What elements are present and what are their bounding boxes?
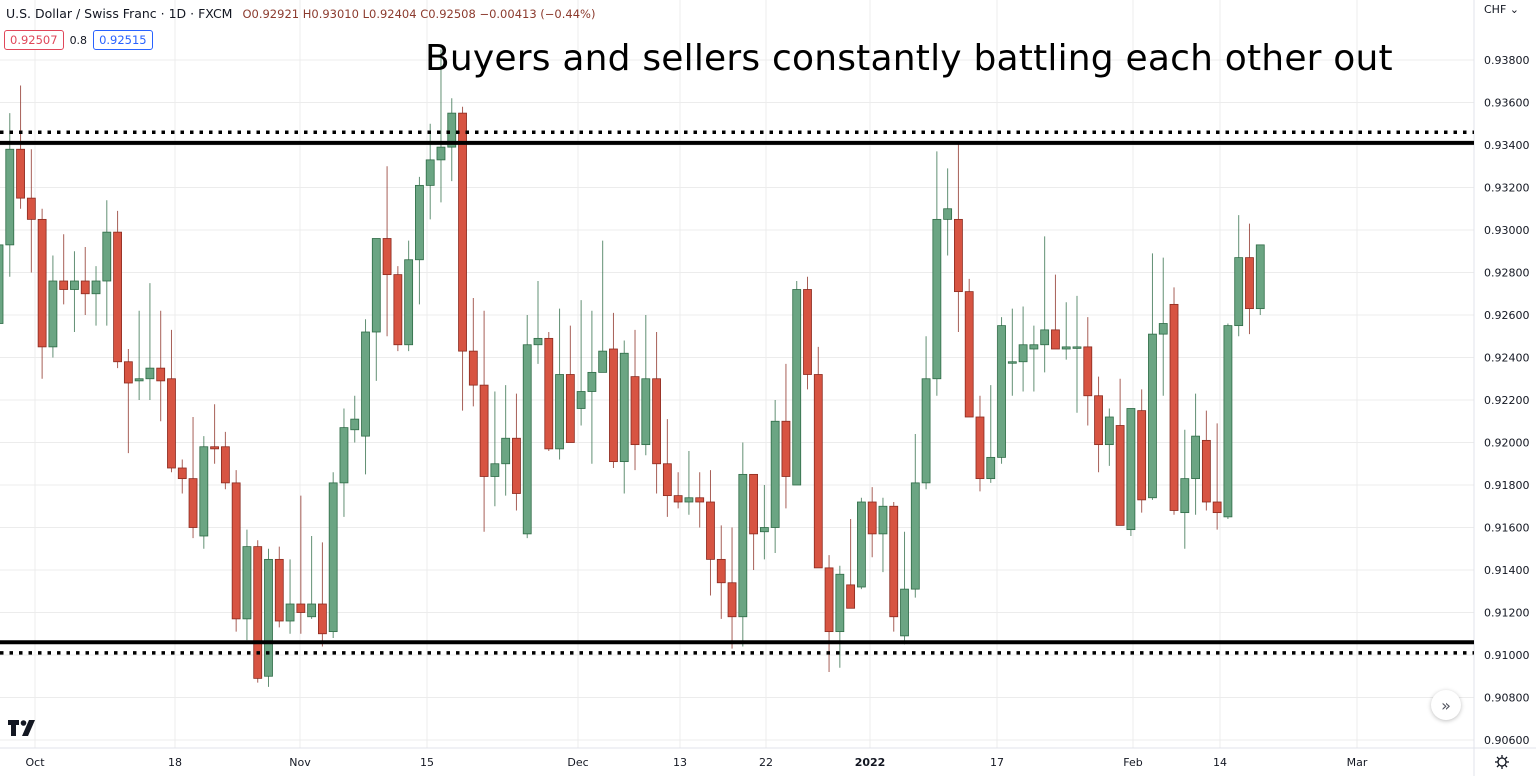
buy-price-button[interactable]: 0.92515 <box>93 30 153 50</box>
double-chevron-right-icon: » <box>1441 695 1451 715</box>
y-axis-tick: 0.91800 <box>1484 479 1530 492</box>
x-axis-tick: Oct <box>25 756 45 769</box>
y-axis-tick: 0.91400 <box>1484 564 1530 577</box>
y-axis-tick: 0.91600 <box>1484 522 1530 535</box>
scroll-to-realtime-button[interactable]: » <box>1431 690 1461 720</box>
settings-gear-icon[interactable] <box>1494 754 1510 774</box>
currency-selector[interactable]: CHF ⌄ <box>1484 3 1519 16</box>
y-axis-tick: 0.92000 <box>1484 437 1530 450</box>
y-axis-tick: 0.93200 <box>1484 182 1530 195</box>
x-axis-tick: Mar <box>1347 756 1368 769</box>
x-axis-tick: 22 <box>759 756 773 769</box>
x-axis-tick: 13 <box>673 756 687 769</box>
y-axis-tick: 0.91000 <box>1484 649 1530 662</box>
gear-icon <box>1495 755 1509 769</box>
chart-legend: U.S. Dollar / Swiss Franc · 1D · FXCM O0.… <box>6 6 595 21</box>
y-axis-tick: 0.93000 <box>1484 224 1530 237</box>
x-axis-tick: Feb <box>1123 756 1142 769</box>
x-axis-tick: 15 <box>420 756 434 769</box>
x-axis-tick: Dec <box>567 756 588 769</box>
x-axis-tick: 17 <box>990 756 1004 769</box>
y-axis-tick: 0.92400 <box>1484 352 1530 365</box>
y-axis-tick: 0.93600 <box>1484 97 1530 110</box>
spread-value: 0.8 <box>69 33 88 47</box>
y-axis-tick: 0.90600 <box>1484 734 1530 747</box>
bid-ask-panel: 0.92507 0.8 0.92515 <box>4 30 153 50</box>
x-axis-tick: Nov <box>289 756 311 769</box>
x-axis-tick: 14 <box>1213 756 1227 769</box>
candles <box>0 49 1265 687</box>
y-axis-tick: 0.90800 <box>1484 692 1530 705</box>
y-axis-tick: 0.92600 <box>1484 309 1530 322</box>
x-axis-tick: 18 <box>168 756 182 769</box>
x-axis-tick: 2022 <box>855 756 886 769</box>
chart-annotation-text: Buyers and sellers constantly battling e… <box>425 38 1393 79</box>
sell-price-button[interactable]: 0.92507 <box>4 30 64 50</box>
y-axis-tick: 0.92800 <box>1484 267 1530 280</box>
y-axis-tick: 0.93400 <box>1484 139 1530 152</box>
y-axis-tick: 0.93800 <box>1484 54 1530 67</box>
symbol-title[interactable]: U.S. Dollar / Swiss Franc · 1D · FXCM <box>6 6 233 21</box>
y-axis-tick: 0.91200 <box>1484 607 1530 620</box>
tradingview-logo-icon[interactable] <box>8 720 38 740</box>
ohlc-values: O0.92921 H0.93010 L0.92404 C0.92508 −0.0… <box>242 7 596 21</box>
y-axis-tick: 0.92200 <box>1484 394 1530 407</box>
